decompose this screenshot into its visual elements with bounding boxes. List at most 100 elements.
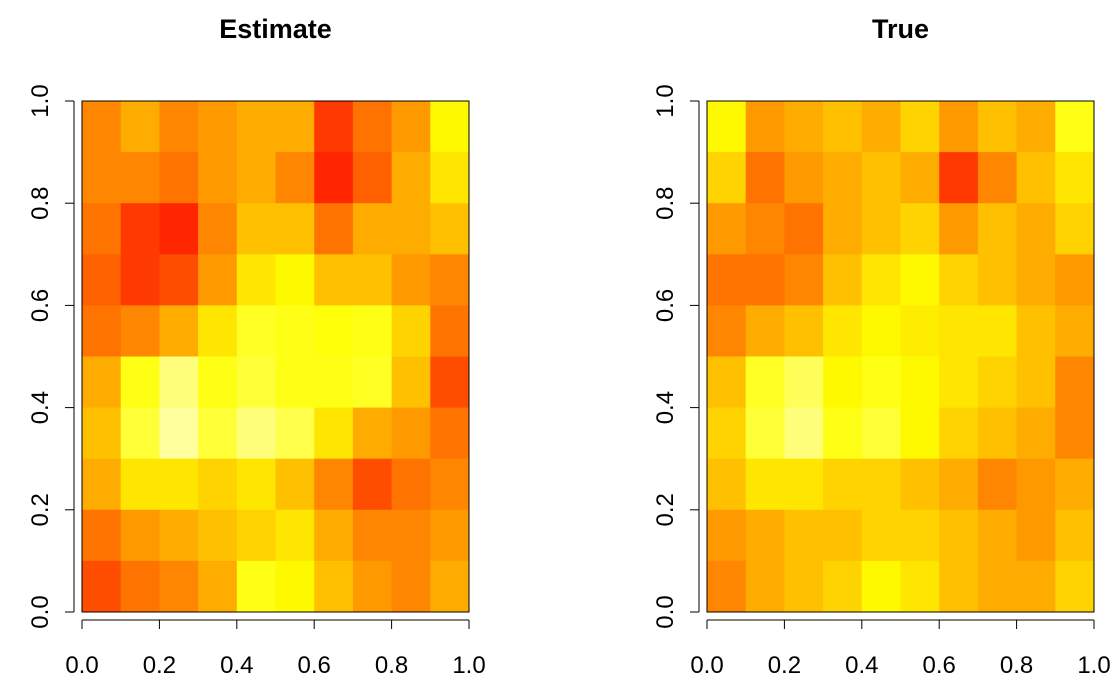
heat-cell [275, 560, 315, 613]
heat-cell [707, 509, 747, 562]
heat-cell [198, 254, 238, 306]
heat-cell [784, 254, 824, 306]
heat-cell [939, 509, 979, 562]
heat-cell [236, 101, 276, 153]
heat-cell [861, 101, 901, 153]
heat-cell [900, 203, 940, 255]
heat-cell [900, 509, 940, 562]
heat-cell [1016, 560, 1056, 613]
heat-cell [745, 254, 785, 306]
heat-cell [391, 560, 431, 613]
heat-cell [159, 509, 199, 562]
chart-title: Estimate [219, 14, 332, 44]
heat-cell [120, 407, 160, 460]
heat-cell [900, 458, 940, 511]
heat-cell [823, 101, 863, 153]
heat-cell [275, 509, 315, 562]
heat-cell [1016, 407, 1056, 460]
heat-cell [977, 305, 1018, 357]
x-tick-label: 0.2 [143, 652, 176, 679]
heat-cell [1016, 356, 1056, 409]
heat-cell [236, 152, 276, 204]
heat-cell [82, 152, 122, 204]
y-tick-label: 0.2 [27, 493, 54, 526]
heat-cell [236, 458, 276, 511]
heat-cell [275, 356, 315, 409]
heat-cell [977, 152, 1018, 204]
heat-cell [314, 254, 354, 306]
heat-cell [314, 560, 354, 613]
heat-cell [82, 203, 122, 255]
heat-cell [82, 305, 122, 357]
heat-cell [707, 356, 747, 409]
x-tick-label: 0.0 [65, 652, 98, 679]
heat-cell [198, 203, 238, 255]
heat-cell [939, 560, 979, 613]
heat-cell [314, 356, 354, 409]
heat-cell [900, 152, 940, 204]
x-tick-label: 0.6 [298, 652, 331, 679]
heat-cell [1016, 101, 1056, 153]
heat-cell [977, 254, 1018, 306]
heat-cell [745, 101, 785, 153]
plot-frame [81, 100, 470, 613]
heat-cell [275, 458, 315, 511]
heat-cell [352, 560, 393, 613]
heat-cell [861, 407, 901, 460]
heat-cell [236, 509, 276, 562]
x-tick-label: 0.0 [690, 652, 723, 679]
heat-cell [939, 101, 979, 153]
heat-cell [391, 254, 431, 306]
heat-cell [861, 356, 901, 409]
heat-cell [236, 407, 276, 460]
heat-cell [82, 407, 122, 460]
x-tick-label: 0.4 [845, 652, 878, 679]
heat-cell [120, 560, 160, 613]
heat-cell [159, 305, 199, 357]
heat-cell [939, 203, 979, 255]
heat-cell [314, 152, 354, 204]
heat-cell [275, 305, 315, 357]
y-tick-label: 0.6 [652, 289, 679, 322]
heat-cell [159, 560, 199, 613]
heat-cell [1016, 203, 1056, 255]
heat-cell [120, 152, 160, 204]
heat-cell [430, 305, 470, 357]
heat-cell [120, 305, 160, 357]
heat-cell [430, 152, 470, 204]
heat-cell [707, 407, 747, 460]
heat-cell [1016, 458, 1056, 511]
heat-cell [1055, 458, 1095, 511]
heat-cell [430, 407, 470, 460]
heat-cell [430, 458, 470, 511]
heat-cell [784, 101, 824, 153]
heat-cell [120, 458, 160, 511]
heat-cell [823, 458, 863, 511]
heat-cell [977, 356, 1018, 409]
heat-cell [275, 407, 315, 460]
heat-cell [784, 458, 824, 511]
heat-cell [745, 152, 785, 204]
heat-cell [391, 203, 431, 255]
heat-cell [1055, 101, 1095, 153]
heat-cell [120, 509, 160, 562]
heat-cell [900, 101, 940, 153]
heat-cell [707, 560, 747, 613]
heat-cell [198, 305, 238, 357]
heat-cell [198, 356, 238, 409]
heat-cell [430, 254, 470, 306]
heat-cell [861, 254, 901, 306]
heat-cell [1016, 254, 1056, 306]
heat-cell [275, 203, 315, 255]
heat-cell [784, 152, 824, 204]
y-tick-label: 0.0 [27, 595, 54, 628]
heat-cell [823, 356, 863, 409]
heat-cell [159, 203, 199, 255]
heat-cell [1055, 152, 1095, 204]
heat-cell [1055, 560, 1095, 613]
heat-cell [198, 458, 238, 511]
y-tick-label: 0.0 [652, 595, 679, 628]
heat-cell [977, 203, 1018, 255]
heat-cell [745, 305, 785, 357]
